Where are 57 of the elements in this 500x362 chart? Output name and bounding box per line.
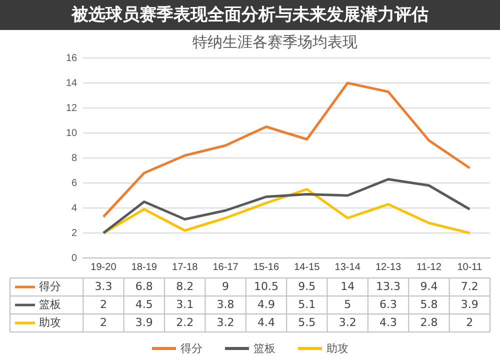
x-tick-label: 15-16	[253, 262, 280, 273]
data-label: 2.8	[420, 316, 438, 329]
data-label: 4.9	[257, 298, 275, 311]
data-label: 10.5	[254, 280, 278, 293]
text: 得分	[180, 342, 202, 354]
x-tick-label: 10-11	[457, 262, 483, 273]
y-tick-label: 12	[66, 102, 78, 114]
data-label: 5.8	[420, 298, 438, 311]
legend-label: 得分	[39, 280, 61, 293]
data-label: 13.3	[376, 280, 401, 293]
text: 助攻	[326, 342, 348, 354]
data-label: 3.2	[338, 316, 356, 329]
data-label: 6.3	[380, 298, 398, 311]
y-tick-label: 14	[66, 78, 78, 89]
data-label: 4.4	[257, 316, 275, 329]
data-label: 3.2	[216, 316, 234, 329]
data-label: 9.5	[298, 280, 316, 293]
data-label: 2	[466, 316, 474, 329]
data-label: 9.4	[420, 280, 438, 293]
legend-label: 篮板	[39, 298, 61, 311]
x-tick-label: 18-19	[131, 262, 158, 273]
x-tick-label: 12-13	[375, 262, 402, 273]
data-label: 2.2	[176, 316, 194, 329]
legend-label: 助攻	[39, 316, 61, 329]
y-tick-label: 0	[72, 252, 78, 264]
data-label: 4.3	[380, 316, 398, 329]
x-tick-label: 14-15	[294, 262, 320, 273]
data-label: 7.2	[460, 280, 478, 293]
text: 被选球员赛季表现全面分析与未来发展潜力评估	[0, 0, 500, 30]
chart-title: 特纳生涯各赛季场均表现	[192, 32, 358, 51]
data-label: 5.5	[298, 316, 316, 329]
x-tick-label: 17-18	[172, 262, 198, 273]
text: 篮板	[254, 342, 276, 354]
data-label: 2	[100, 316, 107, 329]
x-tick-label: 16-17	[212, 262, 239, 273]
data-label: 6.8	[135, 280, 153, 293]
data-label: 3.1	[176, 298, 194, 311]
y-tick-label: 8	[72, 152, 78, 164]
data-label: 8.2	[176, 280, 194, 293]
data-label: 9	[222, 280, 230, 293]
y-tick-label: 2	[72, 228, 78, 239]
data-label: 14	[340, 280, 355, 293]
data-label: 3.3	[94, 280, 112, 293]
data-label: 5	[344, 298, 352, 311]
x-tick-label: 19-20	[90, 262, 117, 273]
data-label: 2	[100, 298, 107, 311]
x-tick-label: 11-12	[416, 262, 442, 273]
data-label: 3.9	[135, 316, 153, 329]
x-tick-label: 13-14	[334, 262, 361, 273]
y-tick-label: 16	[66, 52, 78, 64]
data-label: 3.9	[460, 298, 478, 311]
data-label: 4.5	[135, 298, 153, 311]
data-label: 3.8	[216, 298, 234, 311]
y-tick-label: 10	[66, 128, 78, 139]
y-tick-label: 4	[72, 202, 78, 214]
data-label: 5.1	[298, 298, 316, 311]
y-tick-label: 6	[72, 178, 78, 189]
